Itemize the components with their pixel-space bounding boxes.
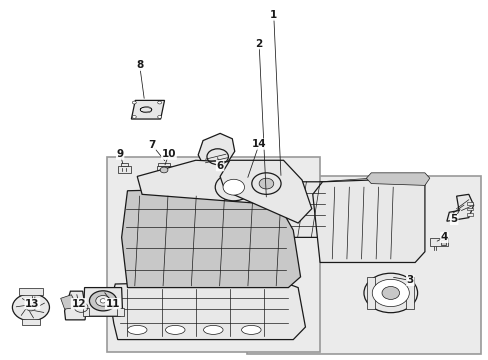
Circle shape xyxy=(363,273,417,313)
Bar xyxy=(466,213,472,216)
Bar xyxy=(429,238,447,246)
Text: 1: 1 xyxy=(269,10,277,20)
Bar xyxy=(406,277,413,309)
Polygon shape xyxy=(61,295,78,309)
Text: 7: 7 xyxy=(148,140,155,150)
Bar xyxy=(466,208,472,211)
Circle shape xyxy=(158,101,161,104)
Polygon shape xyxy=(366,173,429,185)
Text: 8: 8 xyxy=(136,60,143,70)
Text: 14: 14 xyxy=(251,139,266,149)
Circle shape xyxy=(371,279,408,307)
Polygon shape xyxy=(110,280,305,339)
Circle shape xyxy=(259,178,273,189)
Circle shape xyxy=(132,116,136,118)
Text: 5: 5 xyxy=(449,215,457,224)
Bar xyxy=(82,309,89,316)
Text: 11: 11 xyxy=(105,299,120,309)
Circle shape xyxy=(223,179,244,195)
Polygon shape xyxy=(198,134,234,169)
Polygon shape xyxy=(122,187,300,288)
Polygon shape xyxy=(83,288,122,316)
Bar xyxy=(366,277,374,309)
Polygon shape xyxy=(64,291,86,320)
Polygon shape xyxy=(256,182,333,237)
Polygon shape xyxy=(131,100,164,119)
Bar xyxy=(19,288,43,295)
Circle shape xyxy=(26,304,36,311)
Ellipse shape xyxy=(127,325,147,334)
Ellipse shape xyxy=(241,325,261,334)
Text: 12: 12 xyxy=(71,299,86,309)
Circle shape xyxy=(12,294,49,321)
Bar xyxy=(157,166,171,174)
Circle shape xyxy=(132,101,136,104)
Bar xyxy=(118,166,131,173)
Ellipse shape xyxy=(203,325,223,334)
Text: 13: 13 xyxy=(25,299,40,309)
Text: 2: 2 xyxy=(255,39,262,49)
Polygon shape xyxy=(137,160,293,205)
Polygon shape xyxy=(446,194,473,221)
Bar xyxy=(440,240,445,245)
Polygon shape xyxy=(312,176,424,262)
Bar xyxy=(466,202,472,205)
Text: 9: 9 xyxy=(116,149,123,159)
Circle shape xyxy=(158,116,161,118)
Text: 4: 4 xyxy=(440,232,447,242)
Ellipse shape xyxy=(165,325,184,334)
Text: 6: 6 xyxy=(216,161,224,171)
Polygon shape xyxy=(220,160,311,223)
Bar xyxy=(246,176,480,354)
Circle shape xyxy=(381,287,399,300)
Bar xyxy=(107,157,320,352)
Circle shape xyxy=(89,291,117,311)
Circle shape xyxy=(96,296,110,306)
Bar xyxy=(117,309,123,316)
Text: 10: 10 xyxy=(162,149,176,159)
Bar xyxy=(121,163,128,166)
Text: 3: 3 xyxy=(406,275,413,285)
Bar xyxy=(22,319,40,325)
Circle shape xyxy=(215,174,252,201)
Circle shape xyxy=(100,299,106,303)
Circle shape xyxy=(160,167,167,173)
Bar xyxy=(158,163,170,166)
